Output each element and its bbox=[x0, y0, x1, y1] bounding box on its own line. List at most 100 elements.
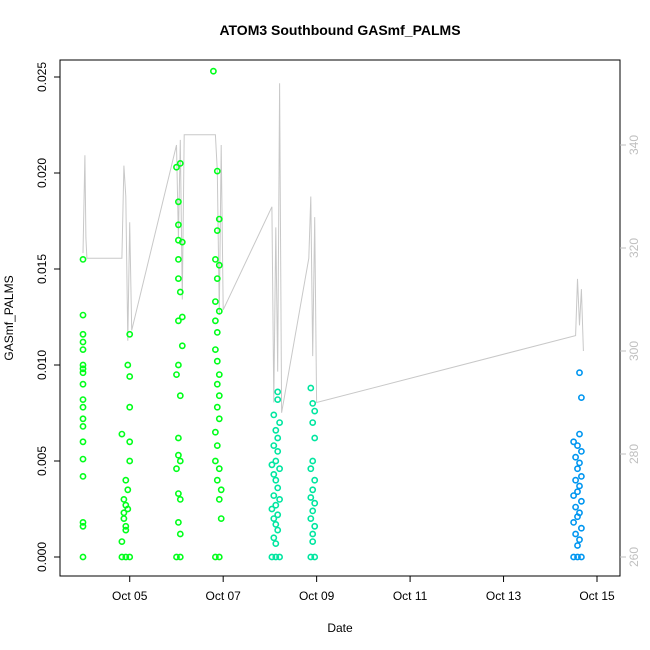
data-point bbox=[176, 392, 184, 400]
secondary-series-line bbox=[82, 83, 584, 413]
data-point bbox=[309, 486, 317, 494]
data-point bbox=[79, 255, 87, 263]
data-point bbox=[572, 503, 579, 511]
data-point bbox=[272, 553, 280, 561]
data-point bbox=[173, 465, 180, 473]
data-point bbox=[578, 447, 585, 455]
y2-tick-label: 300 bbox=[627, 341, 641, 361]
data-point bbox=[276, 419, 283, 426]
data-point bbox=[578, 497, 585, 505]
data-point bbox=[576, 369, 583, 377]
data-point bbox=[174, 451, 182, 459]
data-point bbox=[124, 505, 132, 513]
data-point bbox=[572, 530, 579, 538]
data-point bbox=[126, 373, 134, 380]
data-point bbox=[274, 434, 282, 442]
data-point bbox=[118, 430, 126, 438]
data-point bbox=[122, 526, 130, 534]
data-point bbox=[211, 317, 219, 325]
data-point bbox=[79, 311, 87, 319]
data-point bbox=[176, 159, 184, 167]
data-point bbox=[118, 538, 126, 545]
data-point bbox=[79, 346, 87, 353]
data-point bbox=[578, 524, 585, 532]
y-tick-label: 0.010 bbox=[35, 350, 49, 380]
data-point bbox=[211, 553, 219, 561]
data-point bbox=[274, 396, 282, 403]
data-point bbox=[174, 519, 182, 526]
x-tick-label: Oct 13 bbox=[486, 589, 522, 603]
data-point bbox=[270, 411, 278, 419]
y-tick-label: 0.005 bbox=[35, 446, 49, 476]
data-point bbox=[578, 394, 585, 401]
data-point bbox=[307, 384, 315, 392]
data-point bbox=[309, 530, 317, 538]
data-point bbox=[176, 530, 184, 538]
y2-tick-label: 260 bbox=[627, 547, 641, 567]
data-point bbox=[79, 519, 87, 526]
data-point bbox=[176, 495, 184, 503]
data-point bbox=[79, 522, 87, 530]
data-point bbox=[311, 553, 319, 561]
data-point bbox=[215, 553, 223, 561]
data-point bbox=[122, 522, 130, 530]
data-point bbox=[174, 255, 182, 263]
data-point bbox=[311, 499, 319, 507]
data-point bbox=[268, 505, 276, 513]
data-point bbox=[276, 465, 283, 473]
data-point bbox=[270, 515, 278, 522]
data-point bbox=[274, 388, 282, 396]
data-point bbox=[576, 536, 583, 544]
y-tick-label: 0.000 bbox=[35, 542, 49, 572]
data-point bbox=[211, 457, 219, 465]
data-point bbox=[122, 553, 130, 561]
data-point bbox=[213, 442, 221, 449]
data-point bbox=[272, 457, 280, 465]
data-point bbox=[209, 67, 217, 75]
data-point bbox=[174, 361, 182, 369]
data-point bbox=[309, 457, 317, 465]
data-point bbox=[174, 275, 182, 282]
data-point bbox=[311, 476, 319, 484]
data-point bbox=[272, 540, 280, 547]
data-point bbox=[217, 486, 225, 494]
data-point bbox=[270, 470, 278, 478]
data-point bbox=[576, 459, 583, 467]
data-point bbox=[574, 542, 581, 549]
data-point bbox=[213, 380, 221, 388]
y-tick-label: 0.025 bbox=[35, 62, 49, 92]
data-point bbox=[309, 538, 317, 545]
data-point bbox=[176, 553, 184, 561]
data-point bbox=[274, 484, 282, 492]
data-point bbox=[174, 317, 182, 325]
data-point bbox=[211, 346, 219, 353]
data-point bbox=[79, 403, 87, 411]
data-point bbox=[174, 434, 182, 442]
data-point bbox=[79, 365, 87, 373]
x-tick-label: Oct 15 bbox=[579, 589, 615, 603]
data-point bbox=[79, 422, 87, 430]
plot-frame bbox=[59, 59, 621, 577]
y2-tick-label: 320 bbox=[627, 238, 641, 258]
data-point bbox=[309, 507, 317, 515]
data-point bbox=[274, 526, 282, 534]
data-point bbox=[274, 447, 282, 455]
data-point bbox=[217, 515, 225, 522]
data-point bbox=[272, 501, 280, 509]
data-point bbox=[79, 415, 87, 423]
data-point bbox=[574, 465, 581, 473]
data-point bbox=[120, 515, 128, 522]
data-point bbox=[274, 511, 282, 519]
data-point bbox=[276, 553, 283, 561]
data-point bbox=[178, 342, 186, 350]
data-point bbox=[213, 167, 221, 175]
data-point bbox=[570, 492, 577, 499]
data-point bbox=[213, 403, 221, 411]
data-point bbox=[570, 438, 577, 446]
data-point bbox=[572, 476, 579, 484]
data-point bbox=[307, 515, 315, 522]
y-axis-label: GASmf_PALMS bbox=[2, 275, 16, 360]
data-point bbox=[570, 553, 577, 561]
data-point bbox=[79, 455, 87, 463]
data-point bbox=[272, 521, 280, 528]
